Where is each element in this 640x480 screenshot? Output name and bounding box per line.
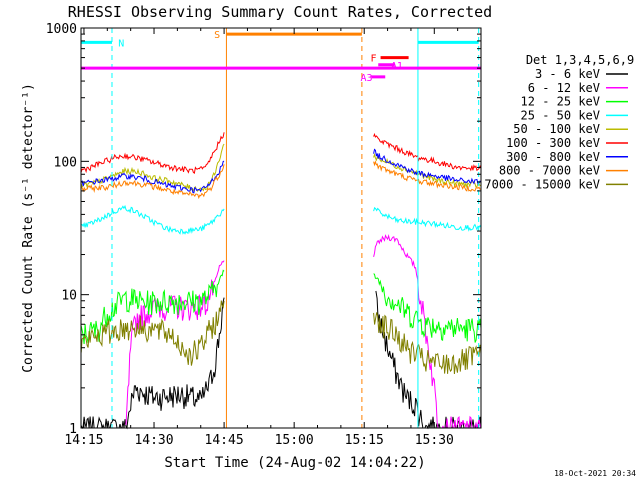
legend-label: 3 - 6 keV <box>535 67 600 81</box>
flag-label: A3 <box>361 73 373 84</box>
series-layer <box>80 132 482 430</box>
y-axis-label: Corrected Count Rate (s⁻¹ detector⁻¹) <box>21 83 36 373</box>
y-tick-label: 10 <box>61 289 77 304</box>
series-line <box>125 260 225 426</box>
legend-label: 7000 - 15000 keV <box>484 177 600 191</box>
series-line <box>373 206 482 232</box>
legend-label: 800 - 7000 keV <box>499 164 600 178</box>
annotation-layer: N S F A1 A3 <box>80 28 481 428</box>
flag-label: S <box>214 30 220 41</box>
flag-label: A1 <box>391 61 403 72</box>
timestamp: 18-Oct-2021 20:34 <box>554 469 636 478</box>
legend-title: Det 1,3,4,5,6,9 <box>526 53 634 67</box>
legend-label: 100 - 300 keV <box>506 136 600 150</box>
plot-frame <box>80 27 482 429</box>
series-line <box>373 160 482 192</box>
series-line <box>80 204 225 235</box>
legend-label: 25 - 50 keV <box>521 108 600 122</box>
series-line <box>373 148 482 185</box>
series-5 <box>80 132 482 174</box>
flag-label: N <box>118 38 124 49</box>
series-line <box>80 132 225 174</box>
chart-title: RHESSI Observing Summary Count Rates, Co… <box>68 3 492 21</box>
legend-label: 300 - 800 keV <box>506 150 600 164</box>
x-tick-label: 15:30 <box>415 433 454 448</box>
series-7 <box>80 160 482 200</box>
series-6 <box>80 148 482 194</box>
series-line <box>80 160 225 194</box>
flag-label: F <box>371 54 377 65</box>
series-0 <box>80 290 482 430</box>
x-tick-label: 14:45 <box>205 433 244 448</box>
series-line <box>373 312 482 375</box>
series-line <box>373 132 482 172</box>
y-tick-label: 100 <box>54 155 77 170</box>
x-tick-label: 15:15 <box>345 433 384 448</box>
series-line <box>80 164 225 200</box>
y-tick-label: 1 <box>69 422 77 437</box>
x-tick-label: 15:00 <box>275 433 314 448</box>
series-line <box>80 300 225 366</box>
series-line <box>373 273 482 343</box>
axis-layer: 14:15 14:30 14:45 15:00 15:15 15:30 1 10 100 1000 <box>46 22 481 448</box>
series-8 <box>80 300 482 375</box>
series-line <box>373 234 482 429</box>
x-tick-label: 14:15 <box>64 433 103 448</box>
legend-label: 6 - 12 keV <box>528 81 600 95</box>
series-line <box>80 269 225 345</box>
x-axis-label: Start Time (24-Aug-02 14:04:22) <box>164 455 425 471</box>
series-line <box>80 297 225 430</box>
legend-label: 12 - 25 keV <box>521 95 600 109</box>
y-tick-label: 1000 <box>46 22 77 37</box>
series-line <box>375 290 482 430</box>
series-1 <box>125 234 482 429</box>
x-tick-label: 14:30 <box>134 433 173 448</box>
series-2 <box>80 269 482 345</box>
legend-label: 50 - 100 keV <box>513 122 600 136</box>
series-3 <box>80 204 482 235</box>
